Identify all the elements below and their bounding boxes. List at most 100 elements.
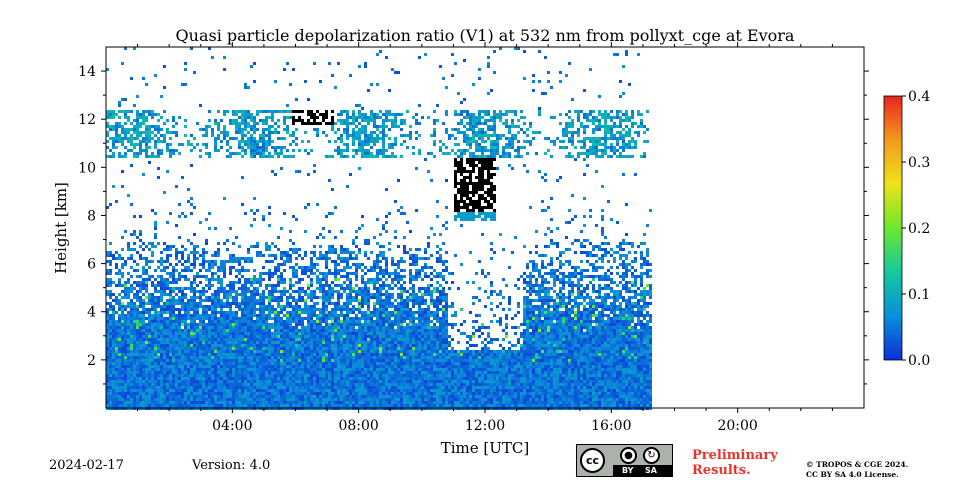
- heatmap-cells: [298, 359, 301, 362]
- heatmap-cells: [136, 323, 139, 326]
- heatmap-cells: [442, 308, 445, 311]
- heatmap-cells: [625, 314, 628, 317]
- heatmap-cells: [403, 356, 406, 359]
- heatmap-cells: [244, 338, 247, 341]
- heatmap-cells: [505, 335, 508, 338]
- heatmap-cells: [124, 245, 646, 410]
- heatmap-cells: [139, 323, 142, 326]
- heatmap-cells: [277, 335, 280, 338]
- heatmap-cells: [352, 353, 355, 356]
- heatmap-cells: [334, 329, 337, 332]
- heatmap-cells: [268, 296, 271, 302]
- heatmap-cells: [622, 350, 625, 353]
- heatmap-cells: [523, 305, 526, 308]
- heatmap-cells: [280, 350, 283, 353]
- heatmap-cells: [199, 326, 202, 329]
- heatmap-cells: [229, 296, 232, 299]
- x-tick-label: 16:00: [591, 418, 631, 434]
- y-tick-label: 10: [78, 160, 96, 176]
- heatmap-cells: [367, 311, 370, 314]
- version-label: Version: 4.0: [192, 458, 271, 473]
- heatmap-cells: [181, 323, 184, 326]
- heatmap-cells: [232, 347, 235, 350]
- heatmap-cells: [292, 110, 496, 212]
- heatmap-cells: [136, 320, 139, 323]
- date-label: 2024-02-17: [49, 458, 124, 473]
- colorbar-tick-label: 0.0: [908, 353, 930, 369]
- heatmap-cells: [589, 326, 592, 329]
- heatmap-cells: [379, 347, 382, 350]
- preliminary-note: Preliminary Results.: [692, 448, 778, 478]
- heatmap-cells: [109, 101, 652, 410]
- heatmap-cells: [580, 320, 583, 323]
- heatmap-cells: [337, 278, 340, 281]
- x-tick-label: 08:00: [338, 418, 378, 434]
- heatmap-cells: [400, 323, 403, 326]
- heatmap-data: [106, 47, 652, 410]
- y-tick-label: 6: [87, 257, 96, 273]
- heatmap-cells: [439, 350, 442, 353]
- heatmap-cells: [112, 83, 649, 410]
- heatmap-cells: [592, 314, 595, 317]
- heatmap-cells: [598, 353, 601, 356]
- cc-badge-strip: BY SA: [613, 465, 672, 476]
- heatmap-cells: [433, 287, 436, 290]
- colorbar-tick-label: 0.3: [908, 155, 930, 171]
- heatmap-cells: [541, 350, 544, 353]
- cc-license-badge[interactable]: cc ● ↻ BY SA: [576, 444, 673, 477]
- heatmap-cells: [628, 326, 631, 329]
- heatmap-cells: [367, 338, 370, 341]
- heatmap-cells: [574, 326, 577, 329]
- heatmap-cells: [568, 359, 571, 362]
- heatmap-cells: [535, 353, 538, 356]
- cc-icon: cc: [580, 448, 605, 473]
- heatmap-cells: [559, 293, 562, 296]
- heatmap-cells: [112, 74, 649, 410]
- heatmap-cells: [400, 353, 403, 356]
- license-line-2: CC BY SA 4.0 License.: [806, 470, 899, 479]
- heatmap-cells: [400, 290, 403, 293]
- heatmap-cells: [289, 281, 292, 284]
- x-axis-label: Time [UTC]: [441, 439, 530, 457]
- heatmap-cells: [109, 98, 652, 410]
- heatmap-cells: [133, 320, 136, 323]
- heatmap-cells: [322, 359, 325, 362]
- heatmap-cells: [562, 305, 565, 308]
- heatmap-cells: [109, 116, 643, 353]
- y-axis-label: Height [km]: [52, 182, 70, 274]
- person-icon: ●: [620, 447, 637, 464]
- colorbar-tick-label: 0.1: [908, 287, 930, 303]
- preliminary-line-1: Preliminary: [692, 448, 778, 463]
- heatmap-cells: [547, 293, 550, 296]
- heatmap-cells: [322, 356, 325, 359]
- heatmap-cells: [559, 350, 562, 353]
- cc-by-label: BY: [622, 466, 634, 475]
- heatmap-cells: [172, 317, 175, 320]
- heatmap-cells: [250, 347, 253, 350]
- heatmap-cells: [331, 305, 361, 323]
- heatmap-cells: [106, 110, 646, 359]
- colorbar-ticks: 0.0 0.1 0.2 0.3 0.4: [902, 89, 930, 369]
- plot-area: [105, 46, 865, 410]
- y-tick-label: 4: [87, 305, 96, 321]
- heatmap-cells: [211, 356, 214, 359]
- y-tick-label: 2: [87, 353, 96, 369]
- license-note: © TROPOS & CGE 2024. CC BY SA 4.0 Licens…: [806, 460, 908, 480]
- heatmap-cells: [631, 353, 634, 356]
- y-tick-label: 14: [78, 64, 96, 80]
- heatmap-cells: [526, 320, 529, 323]
- heatmap-cells: [478, 356, 481, 359]
- heatmap-cells: [241, 305, 244, 308]
- preliminary-line-2: Results.: [692, 463, 751, 478]
- heatmap-cells: [409, 323, 412, 326]
- heatmap-cells: [298, 338, 301, 341]
- heatmap-cells: [373, 302, 376, 305]
- colorbar-tick-label: 0.2: [908, 221, 930, 237]
- heatmap-cells: [232, 323, 235, 326]
- heatmap-cells: [460, 308, 463, 311]
- colorbar-tick-label: 0.4: [908, 89, 930, 105]
- heatmap-cells: [358, 350, 361, 353]
- colorbar-gradient: [883, 95, 903, 361]
- x-tick-label: 12:00: [465, 418, 505, 434]
